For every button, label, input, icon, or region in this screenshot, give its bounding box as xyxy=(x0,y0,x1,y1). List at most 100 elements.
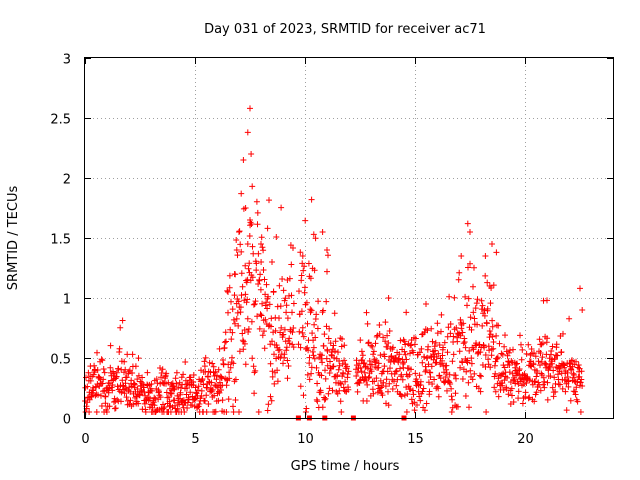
data-point xyxy=(238,190,245,197)
data-point xyxy=(113,369,120,376)
data-point xyxy=(406,371,413,378)
data-point xyxy=(242,205,249,211)
data-point xyxy=(228,298,234,305)
data-point xyxy=(258,312,265,319)
data-point xyxy=(276,346,283,353)
y-tick-label: 1.5 xyxy=(50,233,71,248)
data-point xyxy=(90,387,97,394)
data-point xyxy=(269,373,276,380)
data-point xyxy=(297,344,304,351)
data-point xyxy=(276,282,283,289)
data-point xyxy=(432,347,439,354)
data-point xyxy=(269,338,275,345)
data-point xyxy=(94,349,100,356)
data-point xyxy=(321,396,328,403)
data-point xyxy=(495,393,502,400)
data-points-layer xyxy=(82,105,586,415)
data-point xyxy=(129,351,136,358)
y-tick-label: 2.5 xyxy=(50,113,71,128)
data-point xyxy=(369,343,376,350)
data-point xyxy=(205,373,211,380)
data-point xyxy=(313,364,320,371)
data-point xyxy=(412,335,419,342)
data-point xyxy=(368,368,375,375)
data-point xyxy=(482,352,489,358)
data-point xyxy=(218,387,224,393)
data-point xyxy=(273,342,280,349)
data-point xyxy=(244,241,251,247)
data-point xyxy=(489,317,496,324)
data-point xyxy=(423,367,430,374)
data-point xyxy=(303,299,310,306)
data-point xyxy=(376,322,383,328)
data-point xyxy=(425,361,432,368)
data-point xyxy=(111,399,117,405)
data-point xyxy=(456,348,463,355)
data-point xyxy=(222,329,229,336)
data-point xyxy=(368,342,375,349)
data-point xyxy=(385,340,392,346)
data-point xyxy=(404,391,411,397)
data-point xyxy=(236,348,243,355)
data-point xyxy=(530,361,537,368)
data-point xyxy=(99,357,106,364)
data-point xyxy=(325,252,331,259)
data-point xyxy=(223,338,229,345)
data-point xyxy=(407,342,414,349)
data-point xyxy=(180,371,187,378)
data-point xyxy=(463,368,470,375)
data-point xyxy=(184,405,191,411)
data-point xyxy=(248,151,255,157)
data-point xyxy=(469,376,476,383)
data-point xyxy=(266,197,272,204)
data-point xyxy=(95,391,101,398)
data-point xyxy=(163,389,170,396)
data-point xyxy=(283,302,290,309)
data-point xyxy=(538,359,545,365)
data-point xyxy=(466,404,472,411)
data-point xyxy=(383,376,390,383)
data-point xyxy=(372,340,379,347)
data-point xyxy=(519,346,526,353)
data-point xyxy=(341,342,348,349)
data-point xyxy=(257,271,264,278)
data-point xyxy=(271,380,278,387)
data-point xyxy=(510,399,517,405)
data-point xyxy=(499,351,506,358)
data-point xyxy=(403,309,410,316)
data-point xyxy=(483,409,490,415)
data-point xyxy=(549,343,556,350)
data-point xyxy=(326,325,333,332)
data-point xyxy=(226,369,233,376)
data-point xyxy=(276,315,282,322)
data-point xyxy=(257,311,264,318)
data-point xyxy=(135,400,142,407)
data-point xyxy=(338,381,345,387)
data-point xyxy=(436,372,443,379)
data-point xyxy=(456,269,463,276)
data-point xyxy=(332,348,338,355)
data-point xyxy=(325,335,332,342)
data-point xyxy=(418,345,425,352)
data-point xyxy=(512,364,519,371)
data-point xyxy=(254,221,261,228)
data-point xyxy=(187,374,194,381)
data-point xyxy=(523,350,530,357)
data-point xyxy=(249,274,256,281)
data-point xyxy=(525,395,532,402)
data-point xyxy=(458,253,465,259)
data-point xyxy=(312,235,319,242)
data-point xyxy=(428,363,435,370)
data-point xyxy=(446,293,453,300)
data-point xyxy=(435,350,442,357)
data-point xyxy=(467,314,474,321)
data-point xyxy=(261,276,268,283)
data-point xyxy=(119,317,126,324)
data-point xyxy=(490,282,497,289)
data-point xyxy=(141,400,148,407)
data-point xyxy=(489,323,496,330)
data-point xyxy=(571,372,577,378)
data-point xyxy=(124,351,131,358)
data-point xyxy=(284,277,291,283)
data-point xyxy=(247,277,254,284)
